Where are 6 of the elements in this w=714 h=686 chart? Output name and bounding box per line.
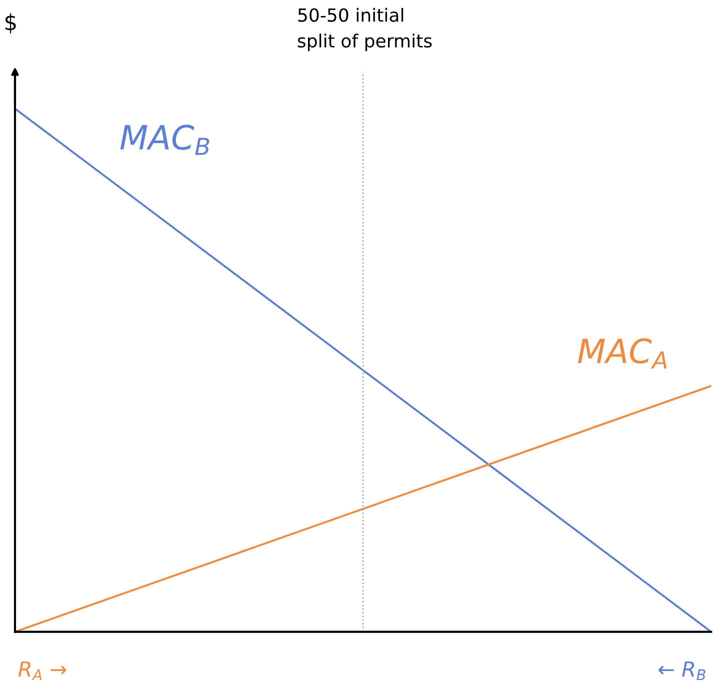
y-axis-title: $	[5, 13, 16, 34]
text: R$_{A}$ →	[18, 661, 66, 680]
text: 50-50 initial split of permits	[298, 8, 432, 52]
text: ← R$_{B}$	[658, 661, 706, 680]
series-label: MAC$_{B}$	[120, 124, 210, 155]
series-label: MAC$_{A}$	[578, 338, 667, 369]
